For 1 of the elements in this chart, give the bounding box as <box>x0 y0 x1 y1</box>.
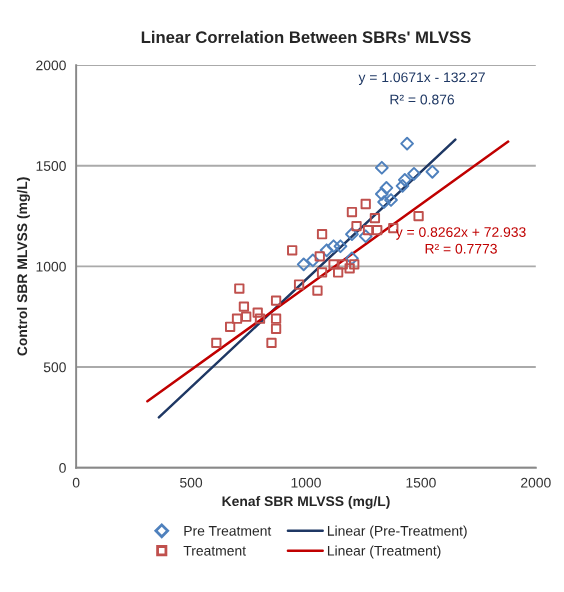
chart-title: Linear Correlation Between SBRs' MLVSS <box>141 30 471 44</box>
